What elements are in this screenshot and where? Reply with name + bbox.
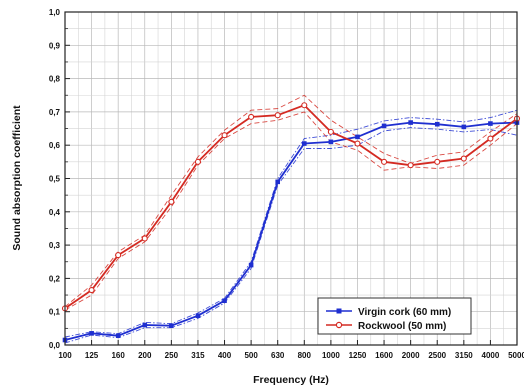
data-point-rockwool	[487, 135, 494, 142]
data-point-rockwool	[354, 140, 361, 147]
data-point-rockwool	[194, 158, 201, 165]
y-tick-label: 0,0	[49, 341, 61, 350]
band-upper-virgin-cork	[64, 109, 518, 338]
x-tick-label: 630	[271, 351, 285, 360]
x-tick-label: 1600	[375, 351, 393, 360]
y-tick-label: 0,3	[49, 241, 61, 250]
x-tick-label: 250	[165, 351, 179, 360]
data-point-rockwool	[327, 128, 334, 135]
x-tick-label: 500	[244, 351, 258, 360]
y-axis-title: Sound absorption coefficient	[11, 105, 23, 251]
legend-marker-rockwool	[335, 321, 343, 329]
y-tick-label: 0,2	[49, 274, 61, 283]
data-point-rockwool	[248, 113, 255, 120]
data-point-virgin-cork	[222, 298, 227, 304]
data-point-virgin-cork	[275, 179, 281, 185]
data-point-rockwool	[301, 102, 308, 109]
y-tick-label: 1,0	[49, 8, 61, 17]
data-point-rockwool	[381, 158, 388, 165]
y-tick-label: 0,9	[49, 41, 61, 50]
x-tick-label: 2000	[402, 351, 420, 360]
data-point-virgin-cork	[301, 141, 307, 146]
x-tick-label: 125	[85, 351, 99, 360]
data-point-rockwool	[168, 198, 175, 205]
legend-marker-virgin-cork	[336, 308, 342, 314]
band-lower-rockwool	[64, 111, 518, 311]
y-tick-label: 0,1	[49, 308, 61, 317]
x-tick-label: 100	[58, 351, 72, 360]
x-tick-label: 800	[298, 351, 312, 360]
data-point-rockwool	[460, 155, 467, 162]
data-point-virgin-cork	[381, 123, 387, 129]
x-tick-label: 4000	[482, 351, 500, 360]
x-tick-label: 3150	[455, 351, 473, 360]
data-point-virgin-cork	[115, 333, 121, 338]
x-tick-label: 5000	[508, 351, 524, 360]
band-upper-rockwool	[64, 94, 518, 308]
y-tick-label: 0,7	[49, 108, 61, 117]
data-point-virgin-cork	[169, 323, 174, 328]
legend-label-rockwool: Rockwool (50 mm)	[358, 321, 446, 332]
data-point-virgin-cork	[89, 331, 94, 336]
data-point-virgin-cork	[488, 121, 493, 126]
x-tick-labels: 100 125 160 200 250 315 400 500 630 800 1000 1250 16…	[58, 351, 524, 360]
legend: Virgin cork (60 mm) Rockwool (50 mm)	[317, 297, 472, 335]
y-tick-label: 0,8	[49, 75, 61, 84]
data-point-rockwool	[115, 252, 122, 259]
x-tick-label: 400	[218, 351, 232, 360]
x-tick-label: 1250	[349, 351, 367, 360]
data-point-virgin-cork	[195, 313, 201, 318]
x-tick-label: 160	[111, 351, 125, 360]
data-point-virgin-cork	[142, 322, 148, 328]
x-tick-label: 1000	[322, 351, 340, 360]
data-point-rockwool	[141, 235, 148, 242]
y-tick-label: 0,6	[49, 141, 61, 150]
legend-label-virgin-cork: Virgin cork (60 mm)	[358, 307, 451, 318]
data-point-rockwool	[221, 132, 228, 139]
series-markers	[61, 102, 521, 343]
band-lower-virgin-cork	[64, 127, 518, 344]
data-point-rockwool	[88, 287, 95, 294]
data-point-virgin-cork	[408, 120, 413, 125]
series-line-virgin-cork	[64, 121, 518, 341]
x-tick-label: 2500	[428, 351, 446, 360]
x-tick-label: 315	[191, 351, 205, 360]
series-lines	[64, 104, 518, 341]
confidence-bands	[64, 94, 518, 344]
grid	[64, 11, 518, 346]
legend-box	[317, 297, 472, 335]
data-point-virgin-cork	[355, 134, 360, 140]
data-point-rockwool	[274, 112, 281, 119]
data-point-virgin-cork	[328, 139, 334, 145]
data-point-rockwool	[434, 158, 441, 165]
data-point-virgin-cork	[248, 262, 254, 268]
x-tick-label: 200	[138, 351, 152, 360]
y-tick-label: 0,4	[49, 208, 61, 217]
data-point-rockwool	[407, 162, 414, 169]
y-tick-label: 0,5	[49, 175, 61, 184]
data-point-virgin-cork	[434, 121, 440, 127]
axis-ticks	[64, 11, 518, 346]
series-line-rockwool	[64, 104, 518, 310]
y-tick-labels: 0,0 0,1 0,2 0,3 0,4 0,5 0,6 0,7 0,8 0,9 1,0	[49, 8, 61, 350]
x-axis-title: Frequency (Hz)	[253, 374, 329, 386]
data-point-virgin-cork	[461, 124, 467, 130]
